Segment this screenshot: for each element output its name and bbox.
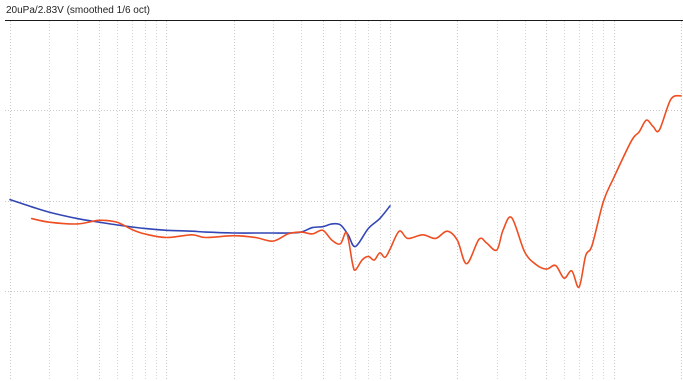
series-line-1 [9,198,391,248]
plot-top-border [5,20,683,21]
series-layer [9,94,682,289]
chart-title: 20uPa/2.83V (smoothed 1/6 oct) [6,5,150,16]
series-line-2 [30,94,682,289]
grid [5,21,683,381]
